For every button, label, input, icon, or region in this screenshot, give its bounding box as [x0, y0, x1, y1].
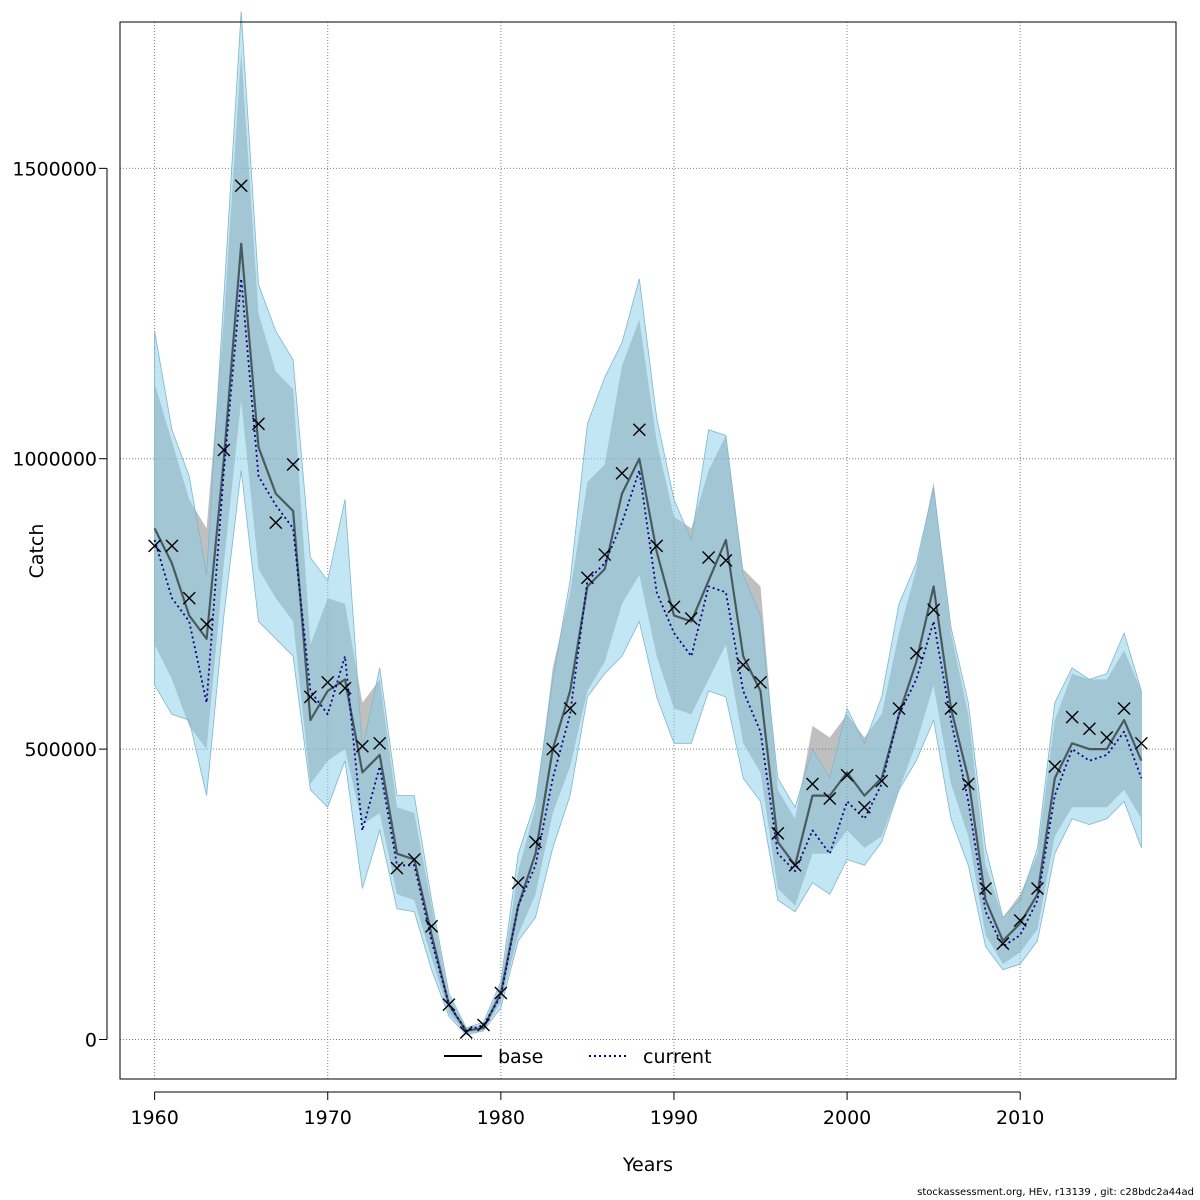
observed-point: [944, 701, 958, 715]
observed-point: [1082, 722, 1096, 736]
observed-point: [667, 600, 681, 614]
observed-point: [390, 861, 404, 875]
observed-point: [1100, 731, 1114, 745]
base-series-line: [153, 242, 1143, 1032]
observed-point: [788, 858, 802, 872]
x-tick-label: 2000: [823, 1107, 871, 1129]
x-tick-label: 1990: [650, 1107, 698, 1129]
x-tick-label: 1980: [477, 1107, 525, 1129]
observed-point: [148, 539, 162, 553]
observed-point: [719, 553, 733, 567]
observed-point: [961, 777, 975, 791]
observed-point: [823, 791, 837, 805]
observed-point: [234, 179, 248, 193]
observed-point: [355, 739, 369, 753]
observed-point: [615, 466, 629, 480]
observed-point: [1048, 760, 1062, 774]
observed-point: [702, 550, 716, 564]
observed-point: [407, 852, 421, 866]
observed-point: [217, 443, 231, 457]
observed-point: [303, 690, 317, 704]
observed-point: [182, 591, 196, 605]
observed-point: [684, 611, 698, 625]
y-axis: 0 500000 1000000 1500000: [12, 158, 108, 1052]
legend: base current: [444, 1046, 712, 1068]
observed-point: [477, 1018, 491, 1032]
observed-point: [909, 646, 923, 660]
observed-point: [1117, 701, 1131, 715]
y-tick-label: 0: [85, 1030, 97, 1052]
observed-point: [1013, 913, 1027, 927]
observed-point: [754, 675, 768, 689]
observed-point: [927, 603, 941, 617]
x-tick-label: 1970: [304, 1107, 352, 1129]
observed-point: [165, 539, 179, 553]
observed-point: [805, 777, 819, 791]
y-tick-label: 500000: [24, 739, 97, 761]
observed-point: [563, 701, 577, 715]
observed-point: [200, 617, 214, 631]
observed-point: [286, 458, 300, 472]
plot-frame: [119, 21, 1177, 1080]
observed-point: [442, 998, 456, 1012]
observed-point: [632, 423, 646, 437]
observed-point: [857, 800, 871, 814]
observed-point: [771, 826, 785, 840]
observed-point: [251, 417, 265, 431]
series-lines: [153, 242, 1143, 1032]
observed-point: [598, 548, 612, 562]
observed-point: [979, 882, 993, 896]
observed-point: [269, 516, 283, 530]
footer-credit: stockassessment.org, HEv, r13139 , git: …: [917, 1187, 1194, 1198]
observed-point: [494, 986, 508, 1000]
observed-point: [875, 774, 889, 788]
observed-points: [148, 179, 1148, 1040]
observed-point: [459, 1026, 473, 1040]
observed-point: [425, 919, 439, 933]
observed-point: [736, 658, 750, 672]
x-tick-label: 1960: [130, 1107, 178, 1129]
legend-current-label: current: [643, 1046, 712, 1068]
observed-point: [1031, 882, 1045, 896]
observed-point: [1065, 710, 1079, 724]
observed-point: [528, 835, 542, 849]
y-tick-label: 1000000: [12, 449, 97, 471]
observed-point: [546, 742, 560, 756]
observed-point: [650, 539, 664, 553]
observed-point: [511, 876, 525, 890]
x-tick-label: 2010: [996, 1107, 1044, 1129]
observed-point: [321, 675, 335, 689]
observed-point: [996, 937, 1010, 951]
y-tick-label: 1500000: [12, 158, 97, 180]
observed-point: [892, 701, 906, 715]
current-confidence-band: [154, 11, 1142, 1036]
observed-point: [840, 768, 854, 782]
observed-point: [338, 681, 352, 695]
y-axis-label: Catch: [26, 524, 48, 579]
observed-point: [1134, 736, 1148, 750]
x-axis-label: Years: [622, 1154, 673, 1176]
observed-point: [373, 736, 387, 750]
legend-base-label: base: [498, 1046, 543, 1068]
confidence-bands: [154, 11, 1142, 1036]
x-axis: 1960 1970 1980 1990 2000 2010: [130, 1091, 1044, 1129]
observed-point: [580, 571, 594, 585]
